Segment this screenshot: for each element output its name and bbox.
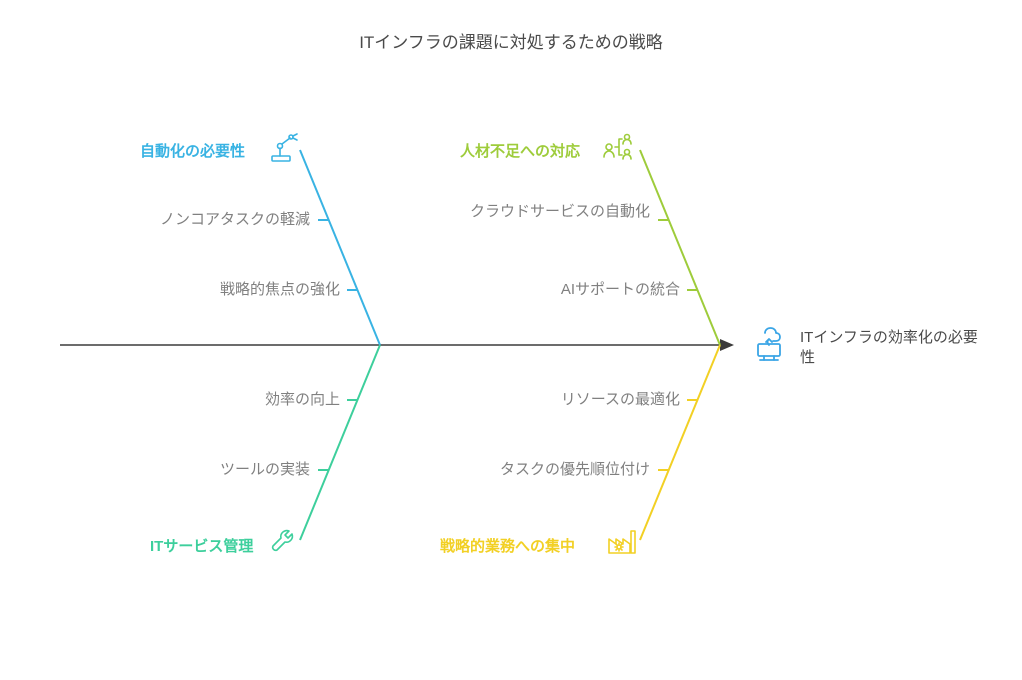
factory-icon: [605, 525, 639, 562]
wrench-icon: [268, 525, 300, 562]
spine-arrow: [720, 339, 734, 351]
item-tr-2: AIサポートの統合: [480, 280, 680, 300]
cat-bottom-left-label: ITサービス管理: [150, 535, 253, 556]
cat-top-right-label: 人材不足への対応: [460, 140, 580, 161]
bone-bottom-left: [300, 345, 380, 540]
cloud-computer-icon: [750, 322, 790, 367]
item-bl-2: ツールの実装: [110, 460, 310, 480]
fishbone-stage: ITインフラの課題に対処するための戦略: [0, 0, 1022, 680]
item-br-2: タスクの優先順位付け: [450, 460, 650, 480]
head-label: ITインフラの効率化の必要性: [800, 328, 990, 369]
item-tr-1: クラウドサービスの自動化: [450, 202, 650, 222]
item-tl-2: 戦略的焦点の強化: [140, 280, 340, 300]
bone-bottom-right: [640, 345, 720, 540]
item-br-1: リソースの最適化: [480, 390, 680, 410]
item-bl-1: 効率の向上: [140, 390, 340, 410]
cat-top-left-label: 自動化の必要性: [140, 140, 245, 161]
bone-top-left: [300, 150, 380, 345]
robot-arm-icon: [268, 130, 302, 169]
item-tl-1: ノンコアタスクの軽減: [110, 210, 310, 230]
people-network-icon: [600, 130, 636, 169]
bone-top-right: [640, 150, 720, 345]
cat-bottom-right-label: 戦略的業務への集中: [440, 535, 575, 556]
